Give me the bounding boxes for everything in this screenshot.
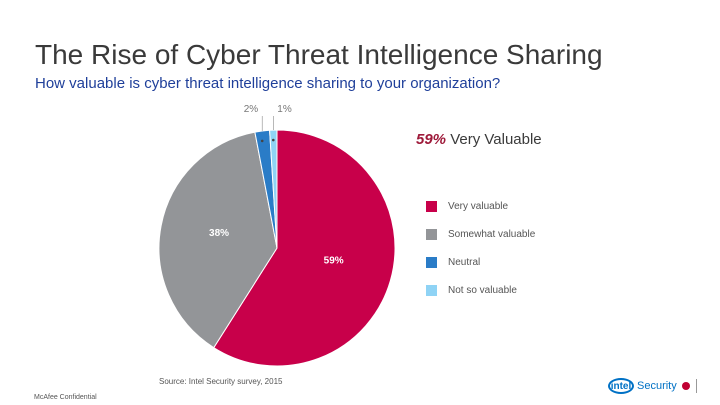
logo-divider [695, 379, 697, 393]
legend-label: Not so valuable [448, 284, 517, 296]
legend-label: Somewhat valuable [448, 228, 536, 240]
pie-slice-not-so-valuable [269, 129, 278, 249]
chart-legend: Very valuable Somewhat valuable Neutral … [426, 192, 535, 304]
logo-word: Security [637, 380, 677, 392]
legend-item-not-so-valuable: Not so valuable [426, 276, 535, 304]
pie-slice-somewhat-valuable [158, 131, 278, 349]
mcafee-shield-icon [681, 382, 690, 390]
pie-slice-very-valuable [213, 129, 396, 367]
pie-slice-label: 38% [209, 228, 229, 239]
legend-label: Very valuable [448, 200, 509, 212]
legend-swatch [426, 200, 437, 212]
intel-security-logo: intel Security [608, 378, 697, 394]
legend-label: Neutral [448, 256, 481, 268]
slide-subtitle: How valuable is cyber threat intelligenc… [35, 75, 501, 92]
pie-slice-label: 59% [324, 255, 344, 266]
leader-dot [260, 139, 264, 143]
callout-text: Very Valuable [450, 131, 542, 148]
legend-swatch [426, 256, 437, 268]
confidential-footer: McAfee Confidential [34, 394, 97, 401]
leader-dot [271, 138, 275, 142]
legend-swatch [426, 228, 437, 240]
callout-percent: 59% [416, 131, 447, 148]
pie-slice-label: 2% [244, 104, 259, 115]
legend-item-very-valuable: Very valuable [426, 192, 535, 220]
legend-item-somewhat-valuable: Somewhat valuable [426, 220, 535, 248]
pie-slice-label: 1% [277, 104, 292, 115]
legend-swatch [426, 284, 437, 296]
slide-title: The Rise of Cyber Threat Intelligence Sh… [35, 39, 603, 70]
intel-logo-icon: intel [608, 378, 634, 394]
source-note: Source: Intel Security survey, 2015 [159, 377, 283, 386]
callout: 59% Very Valuable [416, 131, 542, 148]
legend-item-neutral: Neutral [426, 248, 535, 276]
